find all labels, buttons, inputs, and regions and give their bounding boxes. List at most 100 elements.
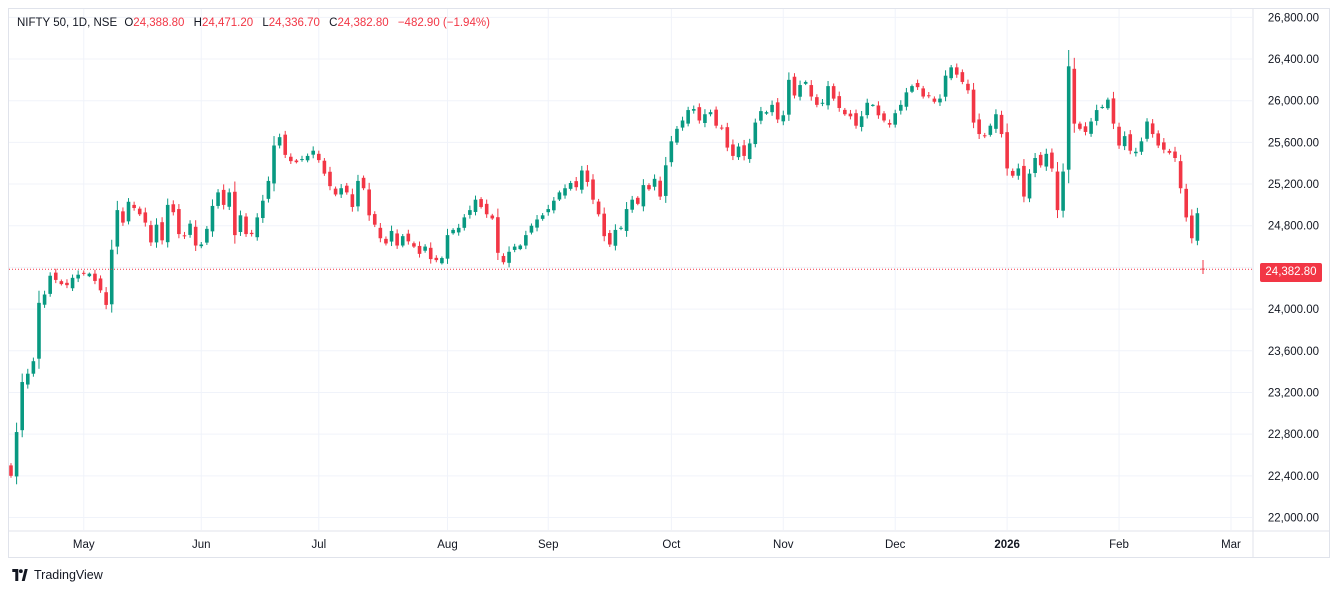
candle-body (999, 114, 1004, 135)
candle-body (552, 200, 556, 211)
candle-body (719, 127, 724, 129)
last-price-tag: 24,382.80 (1260, 263, 1322, 282)
candle-body (305, 155, 310, 161)
candle-body (512, 246, 517, 250)
candle-body (143, 212, 148, 223)
candle-body (434, 257, 439, 261)
candle-body (333, 188, 338, 195)
candle-body (356, 180, 360, 207)
candle-body (1184, 188, 1189, 218)
candle-body (109, 249, 114, 305)
candle-body (9, 465, 13, 476)
candle-body (165, 204, 170, 243)
candle-body (697, 107, 702, 121)
candle-body (882, 113, 886, 121)
candle-body (1094, 110, 1099, 121)
candle-body (798, 85, 802, 97)
change-value: −482.90 (−1.94%) (397, 17, 490, 29)
candle-body (216, 192, 220, 206)
candle-body (501, 255, 506, 263)
candle-body (137, 208, 142, 215)
candle-body (658, 180, 662, 197)
candle-body (87, 273, 92, 277)
candle-body (910, 86, 914, 92)
candle-body (266, 180, 271, 199)
candle-body (20, 382, 24, 431)
candle-body (859, 116, 864, 127)
candle-body (1167, 150, 1172, 153)
open-label: O (124, 17, 134, 29)
candle-body (848, 113, 853, 117)
candle-body (1072, 68, 1077, 124)
candle-body (1033, 158, 1037, 174)
candle-body (177, 209, 181, 235)
candle-body (210, 205, 215, 232)
candle-body (742, 145, 746, 156)
candle-body (747, 143, 752, 160)
price-tick-label: 23,600.00 (1268, 346, 1319, 358)
candle-body (1145, 121, 1149, 139)
candle-body (171, 204, 176, 213)
candle-body (1106, 99, 1110, 109)
price-axis: 22,000.00 22,400.00 22,800.00 23,200.00 23,6… (1252, 9, 1319, 557)
candle-body (322, 160, 327, 174)
candle-body (344, 185, 349, 193)
candle-body (568, 183, 573, 189)
high-value: 24,471.20 (201, 17, 254, 29)
candle-body (1083, 126, 1088, 132)
candle-body (300, 159, 304, 161)
candle-body (479, 199, 483, 207)
tradingview-logo-icon (12, 569, 28, 581)
candle-body (921, 88, 925, 97)
candle-body (160, 222, 164, 241)
candle-body (1061, 171, 1065, 211)
candle-body (943, 75, 948, 97)
candle-body (932, 98, 937, 102)
candle-body (311, 150, 315, 155)
candle-body (966, 83, 970, 91)
candle-body (48, 275, 52, 294)
candle-body (115, 210, 120, 247)
candle-body (182, 235, 187, 237)
close-value: 24,382.80 (337, 17, 389, 29)
candle-body (574, 181, 579, 188)
time-tick-label: Jul (311, 539, 326, 551)
candle-body (843, 109, 847, 115)
candle-body (809, 85, 814, 97)
candle-body (904, 92, 909, 107)
candle-body (350, 194, 355, 207)
close-label: C (329, 17, 338, 29)
candle-body (619, 227, 623, 229)
candle-body (456, 227, 461, 233)
candle-body (468, 210, 472, 215)
candle-body (764, 112, 769, 114)
price-tick-label: 26,800.00 (1268, 12, 1319, 24)
candle-body (76, 274, 80, 279)
candle-body (803, 81, 808, 84)
price-tick-label: 26,400.00 (1268, 54, 1319, 66)
candle-body (423, 246, 427, 251)
candle-body (624, 209, 629, 231)
candle-body (1066, 66, 1071, 170)
candle-body (607, 233, 612, 245)
candle-body (1195, 213, 1200, 241)
candle-body (725, 127, 730, 148)
candle-body (580, 170, 584, 190)
candle-body (1173, 151, 1177, 159)
candle-body (887, 122, 892, 125)
low-label: L (262, 17, 269, 29)
candle-body (1038, 154, 1043, 166)
candle-body (193, 226, 198, 246)
symbol-name[interactable]: NIFTY 50, 1D, NSE (17, 17, 118, 29)
time-tick-label: Nov (773, 539, 794, 551)
tradingview-brand[interactable]: TradingView (10, 568, 103, 582)
candle-body (289, 156, 293, 162)
candle-body (899, 104, 903, 111)
candle-body (815, 97, 819, 105)
chart-frame[interactable] (8, 8, 1330, 558)
time-tick-label: Oct (662, 539, 681, 551)
candle-body (1005, 132, 1009, 169)
candle-body (826, 86, 830, 106)
candle-body (199, 244, 204, 247)
